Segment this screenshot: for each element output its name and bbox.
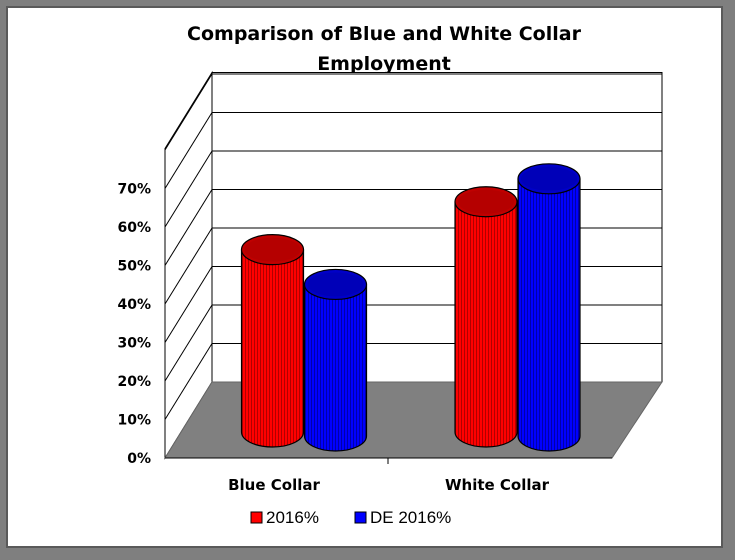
gridline-side [164, 189, 213, 266]
y-tick-label: 10% [117, 413, 151, 429]
floor [164, 381, 663, 459]
y-tick-label: 30% [117, 336, 151, 352]
gridline-side [164, 343, 213, 420]
bar-body [241, 249, 304, 432]
gridline-side [164, 73, 213, 151]
bar-outline [517, 178, 581, 452]
gridline-side [164, 304, 213, 382]
bar-top-shade [521, 166, 578, 191]
bar-top [517, 163, 581, 195]
legend-label: DE 2016% [370, 508, 451, 527]
legend-label: 2016% [266, 508, 319, 527]
legend-swatch [250, 511, 263, 524]
y-tick-label: 40% [117, 297, 151, 313]
y-tick-label: 60% [117, 220, 151, 236]
bar-base [455, 417, 518, 447]
legend: 2016% DE 2016% [250, 508, 451, 527]
bar-top-shade [458, 189, 515, 214]
chart-title-line-1: Comparison of Blue and White Collar [187, 23, 582, 45]
bar-top [303, 268, 368, 301]
y-tick-label: 70% [117, 182, 151, 198]
bar-top-shade [307, 272, 364, 297]
y-tick-label: 20% [117, 374, 151, 390]
bar-base [241, 417, 304, 447]
chart-title-line-2: Employment [317, 53, 451, 75]
bar-top-shade [244, 237, 301, 262]
bar-white-collar-series-1 [454, 186, 518, 448]
x-category-label: White Collar [445, 476, 550, 494]
bar-blue-collar-series-2 [303, 268, 368, 452]
legend-swatch [354, 511, 367, 524]
bar-base [518, 421, 581, 451]
gridline-side [164, 266, 213, 343]
bar-body [518, 178, 581, 437]
y-tick-label: 0% [127, 451, 151, 467]
bar-outline [303, 284, 368, 452]
bar-top [240, 234, 305, 266]
bar-blue-collar-series-1 [240, 234, 305, 448]
plot-walls [164, 70, 663, 464]
y-tick-label: 50% [117, 259, 151, 275]
bar-body [304, 284, 367, 436]
y-axis-ticks: 0% 10% 20% 30% 40% 50% 60% 70% [117, 182, 151, 468]
x-axis-categories: Blue Collar White Collar [228, 476, 550, 494]
gridline-side [164, 227, 213, 305]
gridline-side [164, 150, 213, 228]
gridline-side [164, 112, 213, 189]
bar-outline [240, 249, 305, 448]
bars [240, 163, 581, 452]
bar-top [454, 186, 518, 218]
bar-white-collar-series-2 [517, 163, 581, 452]
x-category-label: Blue Collar [228, 476, 320, 494]
bar-body [455, 201, 518, 432]
bar-base [304, 421, 367, 451]
bar-outline [454, 201, 518, 448]
